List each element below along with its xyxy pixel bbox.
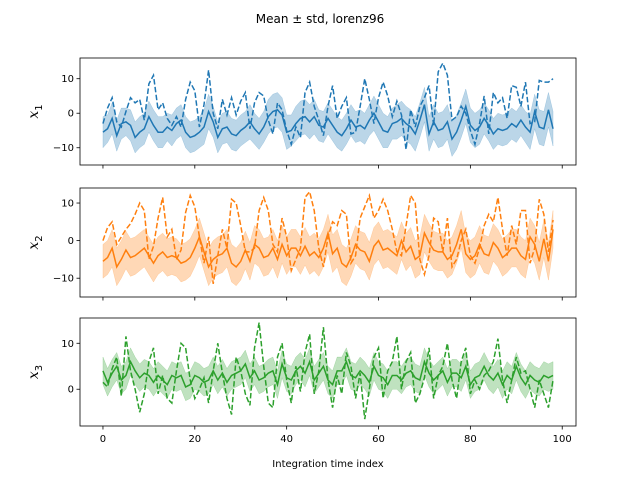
axes-frame	[79, 57, 577, 166]
plot-area	[102, 190, 554, 287]
plot-area	[102, 61, 554, 157]
x-tick-label: 0	[100, 434, 106, 445]
y-tick-label: 10	[61, 339, 74, 350]
x-axis-label: Integration time index	[272, 459, 383, 470]
subplot-2: −10 0 10 x2	[26, 187, 577, 301]
x-tick-label: 100	[553, 434, 572, 445]
mean-series-line	[102, 103, 554, 141]
y-axis-label: x3	[26, 365, 45, 379]
x-tick-label: 80	[464, 434, 477, 445]
x-tick-label: 40	[280, 434, 293, 445]
y-tick-label: −10	[53, 274, 74, 285]
y-axis-label-variable: x	[26, 111, 42, 119]
y-axis-label-variable: x	[26, 242, 42, 250]
mean-series-line	[102, 359, 554, 388]
axes-frame	[79, 187, 577, 298]
y-axis-label-variable: x	[26, 371, 42, 379]
y-axis-label-subscript: 1	[34, 104, 45, 110]
subplot-1: −10 0 10 x1	[26, 57, 577, 169]
y-tick-label: 10	[61, 199, 74, 210]
x-tick-label: 20	[188, 434, 201, 445]
mean-series-line	[102, 229, 554, 269]
y-tick-label: 0	[68, 109, 74, 120]
x-tick-label: 60	[372, 434, 385, 445]
figure-title: Mean ± std, lorenz96	[256, 12, 384, 26]
axes-frame	[79, 317, 577, 427]
y-tick-label: 10	[61, 74, 74, 85]
y-axis-label-subscript: 3	[34, 365, 45, 371]
plot-area	[102, 322, 554, 420]
y-axis-label: x1	[26, 104, 45, 118]
y-tick-label: 0	[68, 236, 74, 247]
y-axis-label: x2	[26, 235, 45, 249]
truth-series-line	[102, 190, 554, 284]
y-tick-label: −10	[53, 143, 74, 154]
std-band	[102, 87, 554, 157]
y-axis-label-subscript: 2	[34, 235, 45, 241]
y-tick-label: 0	[68, 385, 74, 396]
truth-series-line	[102, 61, 554, 150]
